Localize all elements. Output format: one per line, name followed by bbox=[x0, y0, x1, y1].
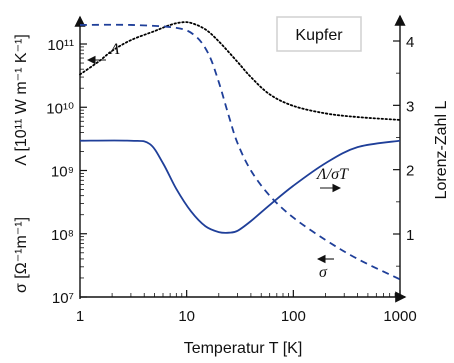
y-axis-title-left-lower: σ [Ω⁻¹m⁻¹] bbox=[13, 217, 30, 293]
lambda-annotation-label: Λ bbox=[108, 41, 120, 58]
lorenz-ratio-annotation-label: Λ/σT bbox=[315, 166, 349, 183]
y-right-tick-label: 4 bbox=[406, 34, 414, 51]
y-axis-title-right: Lorenz-Zahl L bbox=[433, 101, 450, 200]
y-left-tick-label: 10⁷ bbox=[52, 290, 74, 307]
y-left-tick-label: 10⁹ bbox=[51, 164, 74, 181]
y-axis-title-left-upper: Λ [10¹¹ W m⁻¹ K⁻¹] bbox=[13, 34, 30, 166]
x-tick-label: 10 bbox=[178, 308, 195, 325]
legend-label: Kupfer bbox=[295, 27, 343, 44]
y-left-tick-label: 10⁸ bbox=[51, 227, 74, 244]
sigma-annotation-label: σ bbox=[319, 264, 328, 281]
y-left-tick-label: 10¹¹ bbox=[47, 37, 74, 54]
y-left-tick-label: 10¹⁰ bbox=[46, 100, 74, 117]
sigma-series-line bbox=[80, 25, 400, 280]
x-tick-label: 1 bbox=[76, 308, 84, 325]
x-axis-title: Temperatur T [K] bbox=[184, 340, 303, 357]
y-right-tick-label: 1 bbox=[406, 227, 414, 244]
x-tick-label: 100 bbox=[281, 308, 306, 325]
y-right-tick-label: 3 bbox=[406, 98, 414, 115]
legend-box: Kupfer bbox=[277, 17, 361, 51]
x-tick-label: 1000 bbox=[383, 308, 416, 325]
y-right-tick-label: 2 bbox=[406, 163, 414, 180]
lorenz-ratio-series-line bbox=[80, 140, 400, 232]
